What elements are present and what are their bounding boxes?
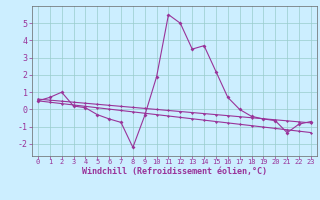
- X-axis label: Windchill (Refroidissement éolien,°C): Windchill (Refroidissement éolien,°C): [82, 167, 267, 176]
